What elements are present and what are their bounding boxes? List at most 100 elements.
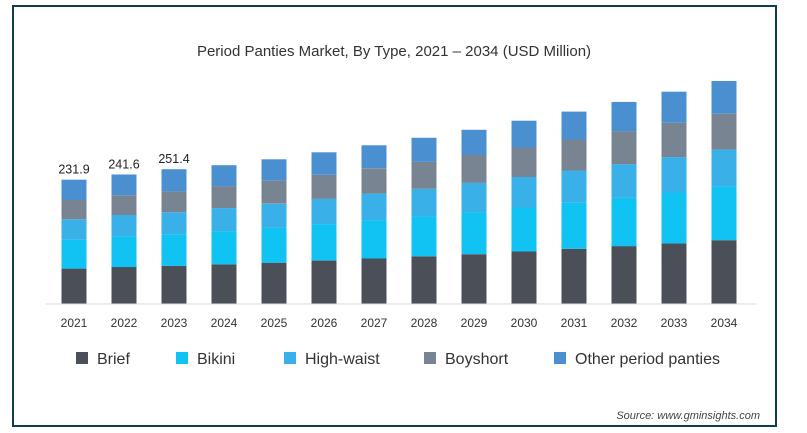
bar-segment-2033-high-waist — [661, 157, 687, 193]
chart-frame: Period Panties Market, By Type, 2021 – 2… — [12, 5, 777, 427]
legend-label: Other period panties — [575, 351, 720, 368]
data-label-2022: 241.6 — [108, 158, 139, 172]
legend-item-bikini: Bikini — [176, 351, 235, 368]
bar-segment-2021-high-waist — [61, 219, 87, 240]
x-tick-label-2030: 2030 — [511, 316, 538, 330]
legend-swatch — [284, 352, 296, 364]
bar-segment-2028-high-waist — [411, 188, 437, 217]
bar-segment-2030-high-waist — [511, 177, 537, 208]
legend-swatch — [176, 352, 188, 364]
chart-title: Period Panties Market, By Type, 2021 – 2… — [197, 43, 591, 60]
x-tick-label-2033: 2033 — [661, 316, 688, 330]
bar-segment-2029-high-waist — [461, 182, 487, 213]
x-tick-label-2029: 2029 — [461, 316, 488, 330]
x-tick-label-2026: 2026 — [311, 316, 338, 330]
bar-segment-2026-boyshort — [311, 174, 337, 199]
bar-segment-2028-boyshort — [411, 162, 437, 189]
legend-label: Bikini — [197, 351, 235, 368]
bar-segment-2023-bikini — [161, 234, 187, 266]
bar-segment-2031-high-waist — [561, 170, 587, 203]
legend-item-boyshort: Boyshort — [424, 351, 509, 368]
bar-segment-2021-other-period-panties — [61, 179, 87, 200]
bar-segment-2025-bikini — [261, 227, 287, 263]
legend-label: Brief — [97, 351, 130, 368]
bars-group — [61, 81, 737, 304]
bar-segment-2029-brief — [461, 254, 487, 304]
bar-segment-2034-boyshort — [711, 113, 737, 150]
bar-segment-2034-other-period-panties — [711, 81, 737, 114]
bar-segment-2021-boyshort — [61, 200, 87, 220]
bar-segment-2025-high-waist — [261, 203, 287, 228]
bar-segment-2032-other-period-panties — [611, 101, 637, 132]
bar-segment-2024-bikini — [211, 231, 237, 265]
x-tick-label-2024: 2024 — [211, 316, 238, 330]
bar-segment-2027-boyshort — [361, 168, 387, 194]
legend-item-high-waist: High-waist — [284, 351, 380, 368]
bar-segment-2022-brief — [111, 267, 137, 304]
bar-segment-2026-other-period-panties — [311, 152, 337, 175]
bar-segment-2024-brief — [211, 264, 237, 304]
legend-swatch — [76, 352, 88, 364]
legend-item-other-period-panties: Other period panties — [554, 351, 720, 368]
stacked-bar-chart: Period Panties Market, By Type, 2021 – 2… — [46, 43, 760, 422]
bar-segment-2034-bikini — [711, 186, 737, 241]
legend-label: Boyshort — [445, 351, 509, 368]
bar-segment-2029-other-period-panties — [461, 129, 487, 155]
bar-segment-2027-other-period-panties — [361, 145, 387, 169]
bar-segment-2033-other-period-panties — [661, 91, 687, 123]
x-tick-label-2023: 2023 — [161, 316, 188, 330]
bar-segment-2024-boyshort — [211, 186, 237, 209]
legend: Brief Bikini High-waist Boyshort Other perio… — [76, 351, 720, 368]
legend-item-brief: Brief — [76, 351, 130, 368]
bar-segment-2029-bikini — [461, 212, 487, 255]
bar-segment-2028-bikini — [411, 216, 437, 257]
bar-segment-2024-high-waist — [211, 208, 237, 232]
bar-segment-2030-boyshort — [511, 147, 537, 177]
bar-segment-2022-high-waist — [111, 215, 137, 237]
bar-segment-2021-bikini — [61, 239, 87, 269]
bar-segment-2022-bikini — [111, 236, 137, 268]
x-tick-label-2027: 2027 — [361, 316, 388, 330]
x-tick-label-2034: 2034 — [711, 316, 738, 330]
bar-segment-2021-brief — [61, 268, 87, 304]
bar-segment-2025-other-period-panties — [261, 159, 287, 181]
bar-segment-2031-boyshort — [561, 139, 587, 171]
bar-segment-2031-other-period-panties — [561, 111, 587, 140]
bar-segment-2025-boyshort — [261, 180, 287, 204]
x-tick-label-2031: 2031 — [561, 316, 588, 330]
bar-segment-2031-brief — [561, 248, 587, 304]
bar-segment-2027-bikini — [361, 220, 387, 259]
legend-label: High-waist — [305, 351, 380, 368]
bar-segment-2023-high-waist — [161, 212, 187, 235]
bar-segment-2027-brief — [361, 258, 387, 304]
bar-segment-2026-bikini — [311, 224, 337, 261]
bar-segment-2029-boyshort — [461, 155, 487, 183]
bar-segment-2032-boyshort — [611, 131, 637, 165]
bar-segment-2028-brief — [411, 256, 437, 304]
bar-segment-2033-brief — [661, 243, 687, 304]
bar-segment-2026-brief — [311, 260, 337, 304]
bar-segment-2032-brief — [611, 246, 637, 304]
x-tick-label-2021: 2021 — [61, 316, 88, 330]
x-tick-label-2028: 2028 — [411, 316, 438, 330]
bar-segment-2034-high-waist — [711, 149, 737, 187]
x-tick-label-2022: 2022 — [111, 316, 138, 330]
data-label-2023: 251.4 — [158, 152, 189, 166]
x-tick-label-2032: 2032 — [611, 316, 638, 330]
bar-segment-2023-boyshort — [161, 191, 187, 213]
bar-segment-2033-boyshort — [661, 122, 687, 158]
legend-swatch — [424, 352, 436, 364]
bar-segment-2031-bikini — [561, 202, 587, 249]
bar-segment-2022-boyshort — [111, 195, 137, 215]
data-labels: 231.9 241.6 251.4 — [58, 152, 189, 177]
x-tick-labels: 2021 2022 2023 2024 2025 2026 2027 2028 2029 2030… — [61, 316, 738, 330]
bar-segment-2030-brief — [511, 251, 537, 304]
bar-segment-2025-brief — [261, 262, 287, 304]
bar-segment-2032-high-waist — [611, 164, 637, 198]
bar-segment-2022-other-period-panties — [111, 174, 137, 196]
bar-segment-2028-other-period-panties — [411, 137, 437, 162]
bar-segment-2030-bikini — [511, 207, 537, 252]
bar-segment-2032-bikini — [611, 197, 637, 247]
legend-swatch — [554, 352, 566, 364]
bar-segment-2024-other-period-panties — [211, 165, 237, 187]
